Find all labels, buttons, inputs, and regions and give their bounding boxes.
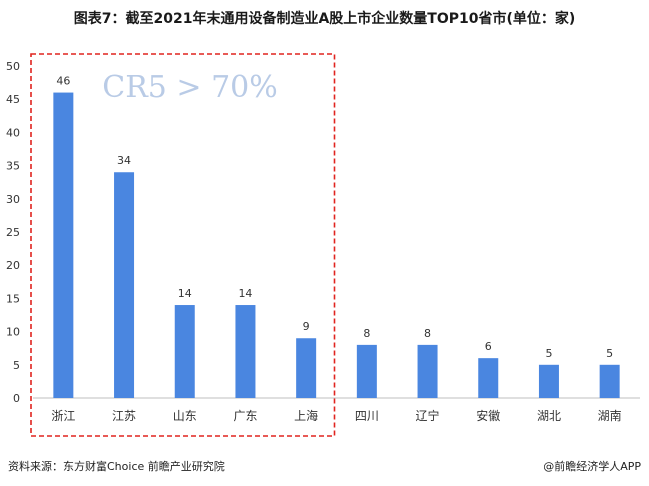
data-label: 5 — [606, 347, 613, 360]
x-category-label: 辽宁 — [416, 408, 440, 423]
bar — [538, 364, 559, 398]
highlight-box — [30, 53, 336, 437]
data-label: 9 — [303, 320, 310, 333]
y-tick-label: 40 — [6, 126, 20, 139]
x-category-label: 上海 — [294, 408, 318, 423]
y-tick-label: 50 — [6, 60, 20, 73]
y-tick-label: 5 — [13, 359, 20, 372]
bar — [114, 172, 135, 398]
y-tick-label: 35 — [6, 160, 20, 173]
y-tick-label: 25 — [6, 226, 20, 239]
cr5-annotation: CR5 > 70% — [102, 70, 278, 105]
y-tick-label: 10 — [6, 326, 20, 339]
data-label: 34 — [117, 154, 131, 167]
data-label: 14 — [238, 287, 252, 300]
x-category-label: 湖北 — [537, 408, 561, 423]
x-category-label: 安徽 — [476, 408, 500, 423]
bar — [478, 358, 499, 398]
brand-note: @前瞻经济学人APP — [543, 460, 641, 473]
y-tick-label: 45 — [6, 93, 20, 106]
y-tick-label: 30 — [6, 193, 20, 206]
x-category-label: 江苏 — [112, 409, 136, 423]
data-label: 8 — [424, 327, 431, 340]
x-category-label: 湖南 — [598, 408, 622, 423]
x-category-label: 广东 — [233, 409, 257, 423]
bar — [174, 305, 195, 398]
bar — [599, 364, 620, 398]
x-category-label: 浙江 — [51, 409, 75, 423]
chart-title: 图表7：截至2021年末通用设备制造业A股上市企业数量TOP10省市(单位：家) — [73, 11, 576, 27]
x-category-label: 山东 — [173, 409, 197, 423]
data-label: 14 — [178, 287, 192, 300]
bar — [53, 92, 74, 398]
bar — [417, 344, 438, 398]
bar — [235, 305, 256, 398]
data-label: 8 — [363, 327, 370, 340]
data-label: 5 — [545, 347, 552, 360]
y-tick-label: 0 — [13, 392, 20, 405]
bar — [296, 338, 317, 398]
source-note: 资料来源：东方财富Choice 前瞻产业研究院 — [8, 460, 225, 473]
bar — [356, 344, 377, 398]
x-category-label: 四川 — [355, 409, 379, 423]
y-tick-label: 20 — [6, 259, 20, 272]
y-tick-label: 15 — [6, 292, 20, 305]
data-label: 46 — [56, 75, 70, 88]
data-label: 6 — [485, 340, 492, 353]
